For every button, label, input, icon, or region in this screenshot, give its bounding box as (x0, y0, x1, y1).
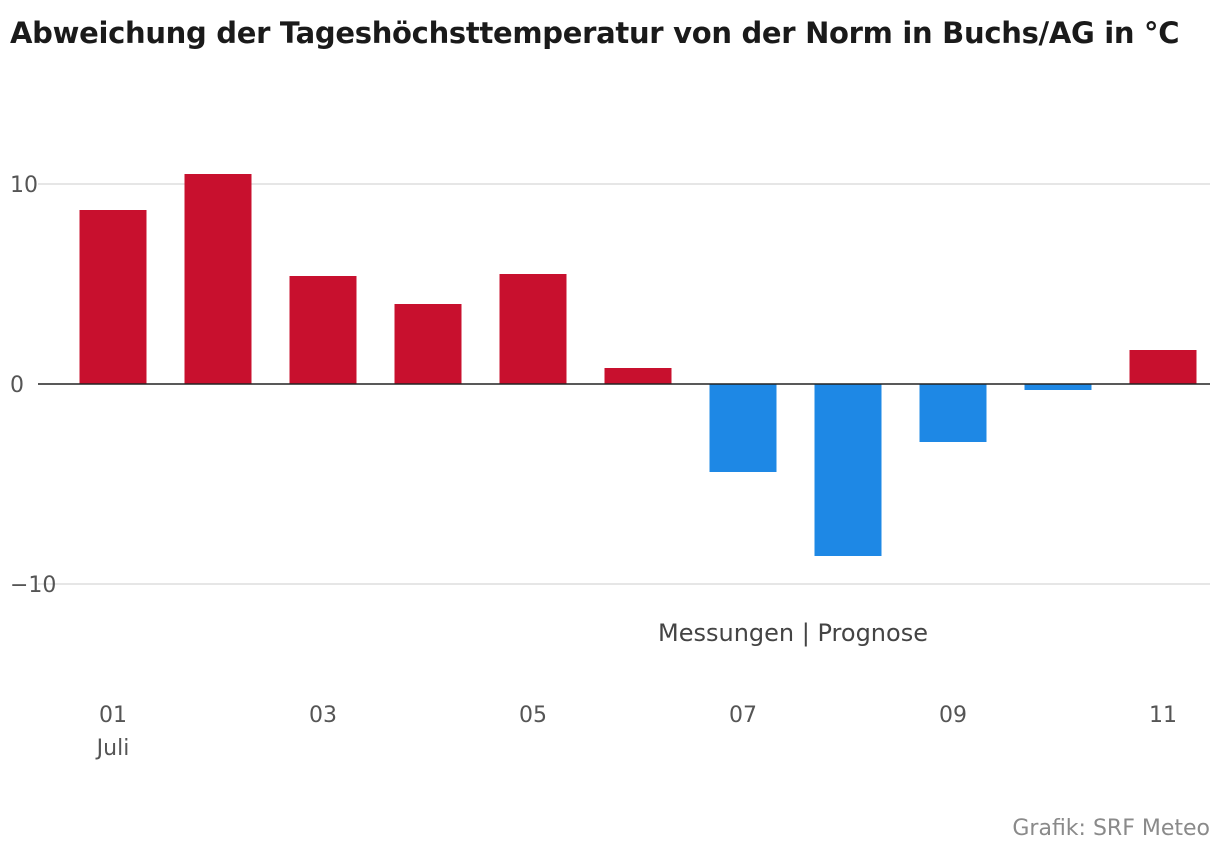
x-tick-sublabel: Juli (95, 736, 130, 761)
bars (79, 174, 1197, 556)
tick-labels: 10 0 −10 Messungen | Prognose 01 03 05 07 09 11 Ju… (10, 173, 1177, 761)
x-tick-label: 05 (519, 703, 547, 728)
bar-05 (499, 274, 567, 384)
source-credit: Grafik: SRF Meteo (1012, 816, 1210, 841)
bar-04 (394, 304, 462, 384)
bar-07 (709, 384, 777, 472)
x-tick-label: 07 (729, 703, 757, 728)
bar-08 (814, 384, 882, 556)
x-tick-label: 01 (99, 703, 127, 728)
x-tick-label: 03 (309, 703, 337, 728)
bar-02 (184, 174, 252, 384)
chart-area: 10 0 −10 Messungen | Prognose 01 03 05 07 09 11 Ju… (10, 173, 1210, 761)
bar-06 (604, 368, 672, 384)
y-tick-label: 0 (10, 373, 24, 398)
bar-10 (1024, 384, 1092, 390)
bar-09 (919, 384, 987, 442)
x-tick-label: 09 (939, 703, 967, 728)
bar-01 (79, 210, 147, 384)
y-tick-label: 10 (10, 173, 38, 198)
bar-03 (289, 276, 357, 384)
bar-11 (1129, 350, 1197, 384)
x-tick-label: 11 (1149, 703, 1177, 728)
y-tick-label: −10 (10, 573, 56, 598)
chart-title: Abweichung der Tageshöchsttemperatur von… (10, 16, 1180, 50)
measurement-forecast-divider: Messungen | Prognose (658, 619, 928, 647)
